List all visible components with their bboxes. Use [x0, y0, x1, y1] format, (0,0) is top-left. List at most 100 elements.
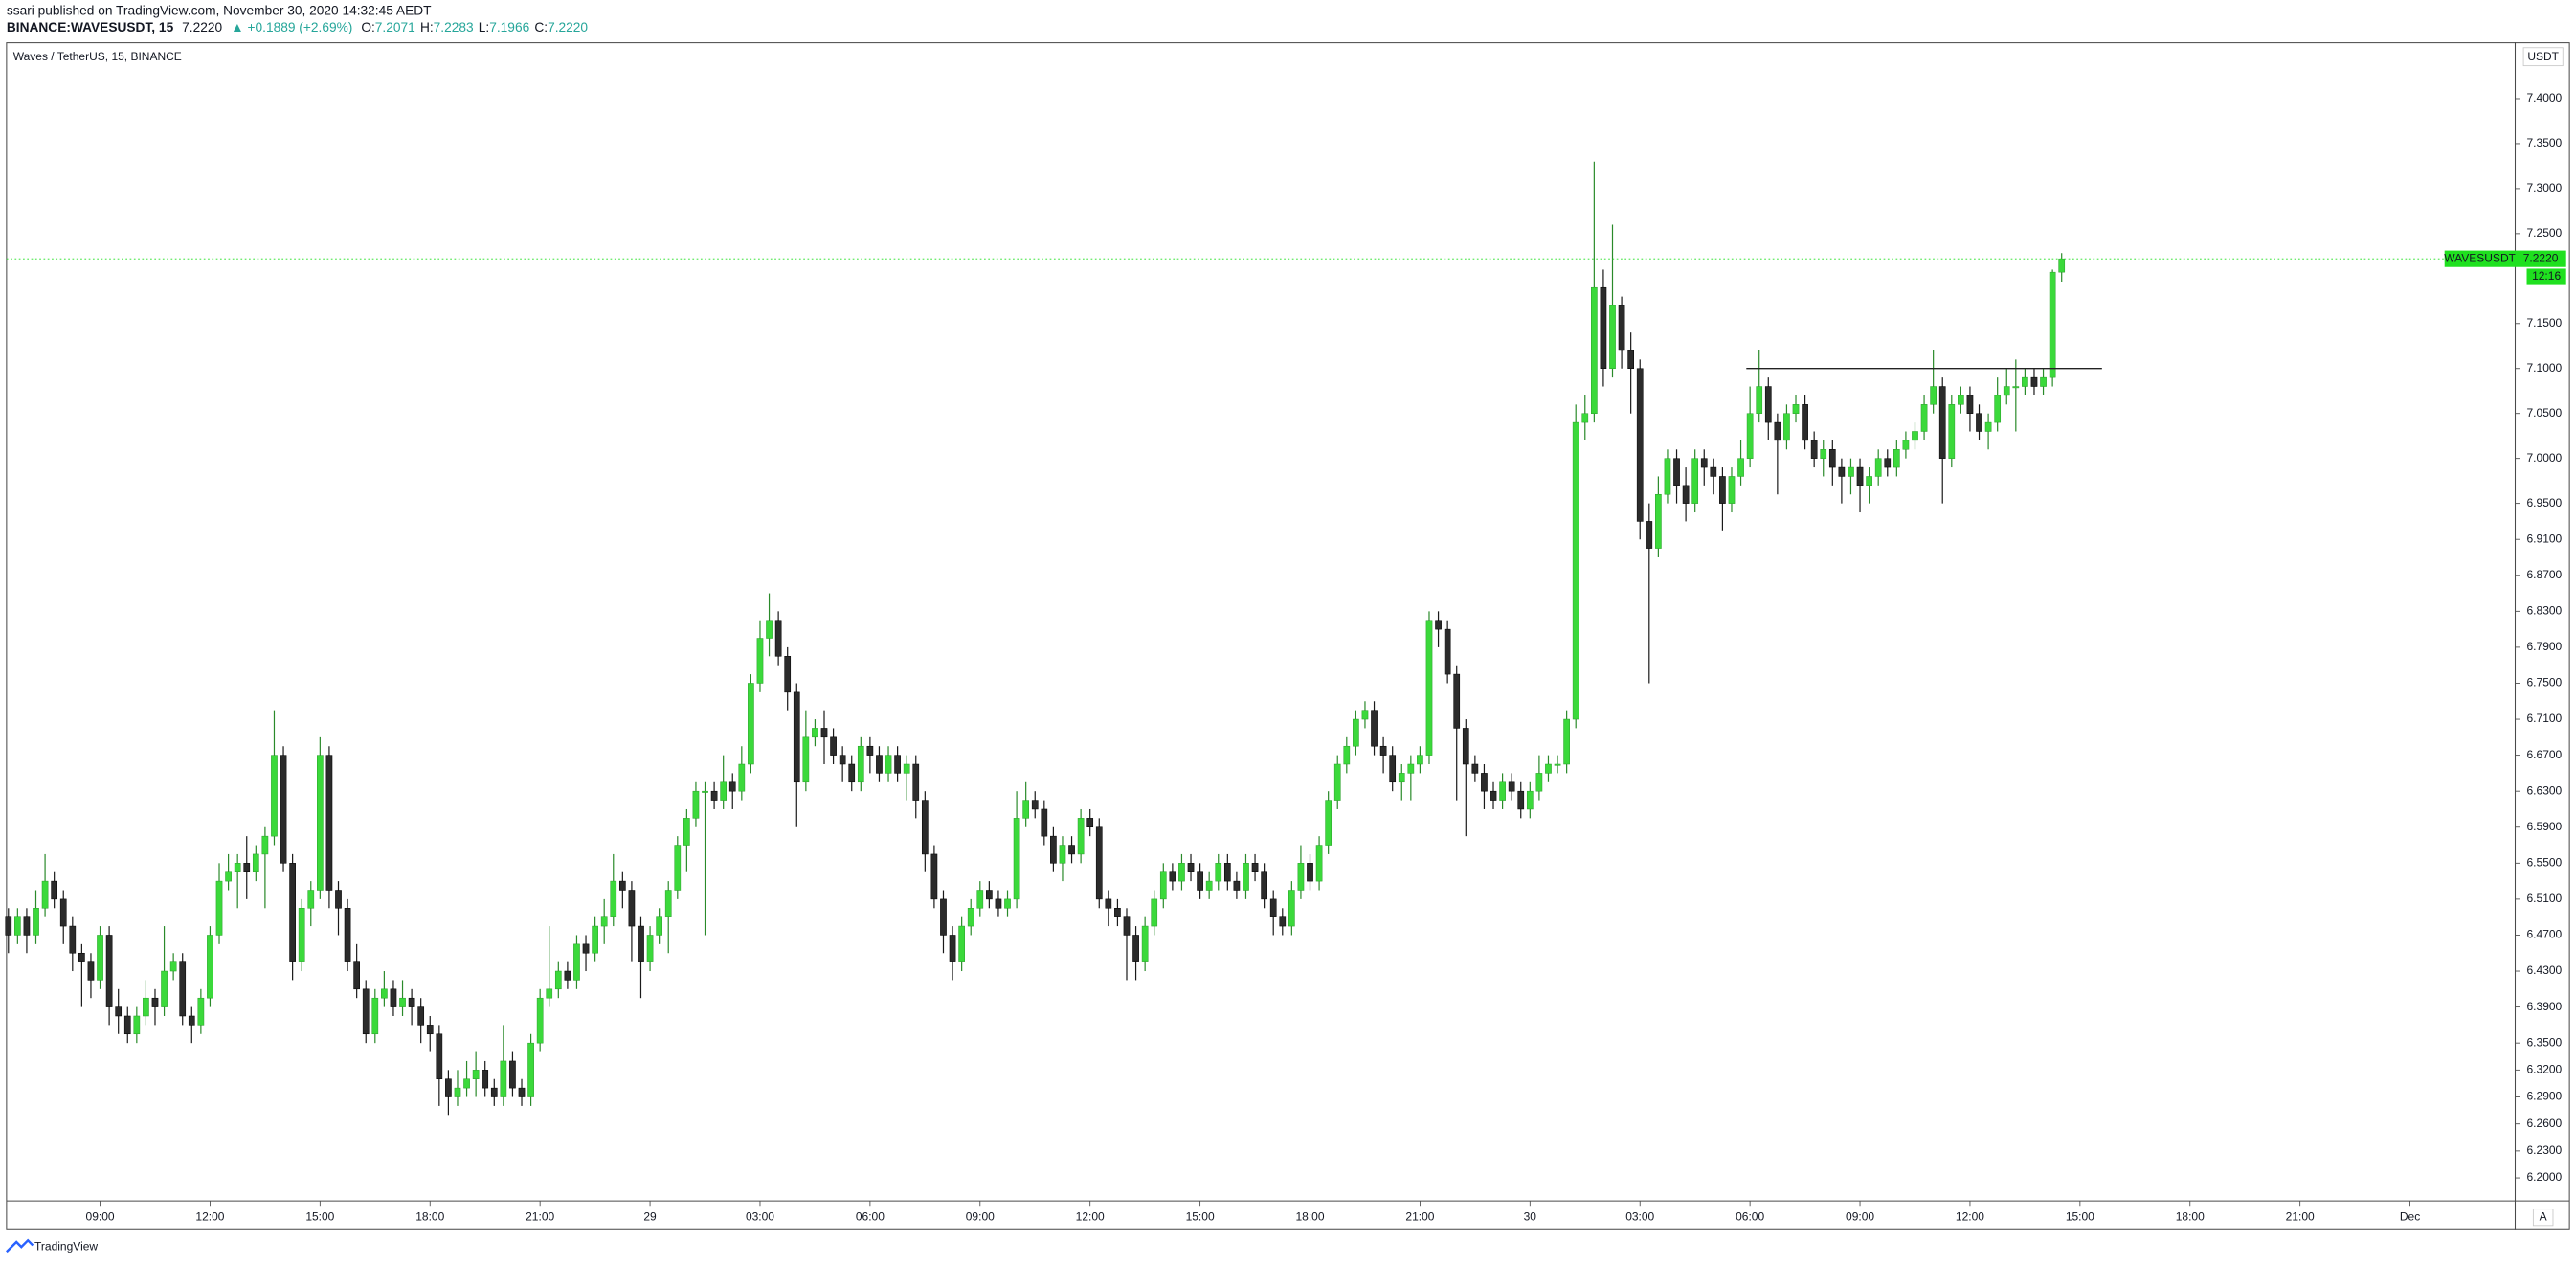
- candle-body: [1958, 395, 1964, 405]
- candle-body: [866, 745, 874, 756]
- candle-body: [1453, 673, 1461, 729]
- candle-body: [748, 683, 754, 765]
- candle-body: [692, 790, 700, 819]
- candle-body: [381, 988, 388, 999]
- candle-body: [1581, 413, 1589, 423]
- scale-mode-button[interactable]: [2532, 1209, 2554, 1227]
- candle-body: [482, 1070, 489, 1089]
- scale-mode[interactable]: A: [2540, 1209, 2547, 1223]
- candle-body: [1838, 466, 1846, 477]
- x-tick-label: 15:00: [1186, 1209, 1215, 1223]
- candle-body: [1022, 800, 1030, 819]
- candle-body: [353, 961, 360, 990]
- candle-body: [1508, 781, 1515, 792]
- candle-body: [638, 925, 644, 962]
- candle-body: [454, 1087, 461, 1097]
- candle-body: [1050, 835, 1057, 864]
- candle-body: [573, 943, 580, 981]
- candle-body: [1123, 916, 1131, 936]
- x-tick-label: 15:00: [305, 1209, 334, 1223]
- candle-body: [802, 736, 810, 783]
- candle-body: [912, 763, 920, 801]
- y-tick-label: 6.8300: [2527, 604, 2563, 618]
- candle-body: [41, 880, 49, 909]
- candle-body: [344, 908, 351, 962]
- candle-body: [1627, 350, 1634, 370]
- x-tick-label: 06:00: [1736, 1209, 1764, 1223]
- candle-body: [1912, 431, 1918, 441]
- candle-body: [1866, 476, 1872, 486]
- candle-body: [812, 728, 818, 738]
- candle-body: [1353, 718, 1359, 747]
- x-tick-label: 18:00: [415, 1209, 444, 1223]
- candle-body: [1141, 925, 1149, 962]
- ohlc-value: 7.2220: [548, 20, 588, 34]
- candle-body: [123, 1015, 131, 1035]
- candle-body: [1728, 476, 1736, 504]
- candle-body: [87, 961, 95, 981]
- y-tick-label: 6.5500: [2527, 855, 2563, 869]
- candle-body: [5, 916, 12, 936]
- candle-body: [463, 1078, 470, 1089]
- ohlc-label: H:: [420, 20, 434, 34]
- candle-body: [1902, 440, 1910, 450]
- candle-body: [1288, 890, 1295, 927]
- candle-body: [317, 755, 324, 891]
- ohlc-label: L:: [479, 20, 489, 34]
- x-tick-label: 18:00: [1295, 1209, 1324, 1223]
- candle-body: [2049, 271, 2056, 378]
- candle-body: [161, 970, 168, 1007]
- candle-body: [1545, 763, 1552, 774]
- candle-body: [930, 853, 938, 900]
- candle-body: [436, 1033, 443, 1079]
- candle-body: [1407, 763, 1415, 774]
- candle-body: [215, 880, 223, 936]
- currency-box[interactable]: [2522, 47, 2564, 67]
- candle-body: [1361, 710, 1369, 720]
- candle-body: [1563, 718, 1570, 765]
- candle-body: [1197, 871, 1203, 891]
- x-tick-label: 06:00: [856, 1209, 885, 1223]
- ohlc-value: 7.2071: [375, 20, 415, 34]
- candle-body: [848, 763, 856, 783]
- candle-body: [1810, 440, 1818, 459]
- candle-body: [1297, 863, 1305, 891]
- y-tick-label: 6.9500: [2527, 496, 2563, 509]
- x-tick-label: 12:00: [1956, 1209, 1984, 1223]
- candle-body: [1095, 826, 1103, 900]
- candle-body: [1444, 628, 1451, 675]
- candle-body: [766, 620, 773, 639]
- y-tick-label: 7.0000: [2527, 451, 2563, 464]
- chart-title: Waves / TetherUS, 15, BINANCE: [13, 50, 182, 63]
- candle-body: [1655, 493, 1662, 549]
- symbol-tag: [2444, 250, 2516, 267]
- candle-body: [1279, 916, 1287, 927]
- candle-body: [1976, 413, 1982, 432]
- candle-body: [1535, 773, 1543, 792]
- candle-body: [820, 728, 828, 738]
- candle-body: [78, 952, 85, 962]
- candle-body: [1920, 404, 1928, 432]
- symbol-tag-label: WAVESUSDT: [2444, 251, 2516, 264]
- candle-body: [1077, 818, 1085, 855]
- candle-body: [169, 961, 177, 972]
- x-tick-label: 29: [643, 1209, 657, 1223]
- candles: [5, 161, 2066, 1116]
- candle-body: [105, 935, 113, 1007]
- candle-body: [995, 898, 1002, 909]
- candle-body: [1205, 880, 1213, 891]
- y-tick-label: 6.6300: [2527, 783, 2563, 797]
- y-tick-label: 6.7100: [2527, 712, 2563, 725]
- y-tick-label: 6.5900: [2527, 820, 2563, 833]
- candle-body: [592, 925, 598, 954]
- y-tick-label: 7.4000: [2527, 91, 2563, 104]
- candle-body: [1618, 305, 1625, 351]
- candle-body: [151, 997, 159, 1007]
- y-tick-label: 6.5100: [2527, 892, 2563, 905]
- candle-body: [500, 1060, 507, 1097]
- candle-body: [51, 880, 58, 900]
- y-tick-label: 6.7500: [2527, 676, 2563, 689]
- y-tick-label: 7.1000: [2527, 361, 2563, 374]
- candle-body: [1938, 386, 1946, 459]
- candle-body: [738, 763, 746, 792]
